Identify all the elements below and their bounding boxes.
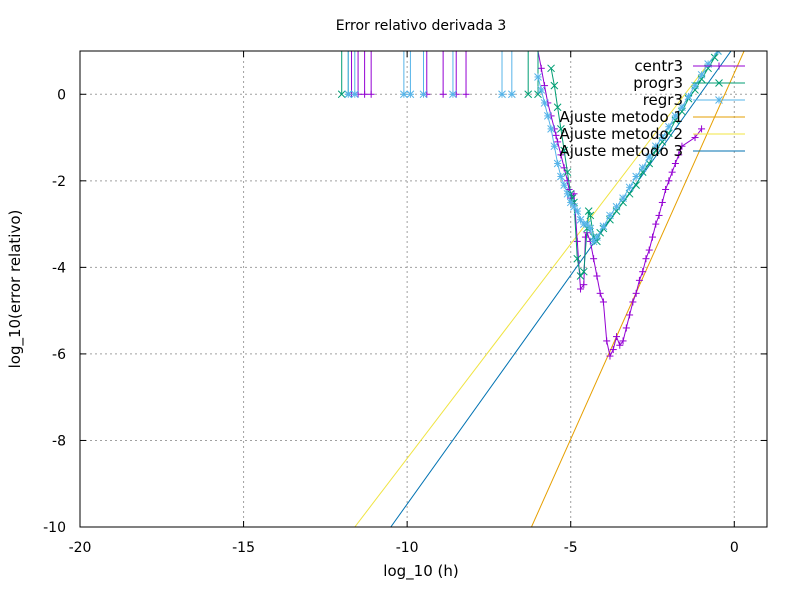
data-point-marker bbox=[550, 142, 559, 151]
data-point-marker bbox=[498, 90, 506, 99]
legend-label: Ajuste metodo 3 bbox=[559, 142, 683, 160]
data-point-marker bbox=[534, 90, 542, 99]
fit-line-3 bbox=[390, 51, 732, 527]
legend-label: Ajuste metodo 2 bbox=[559, 125, 683, 143]
data-point-marker bbox=[507, 90, 516, 99]
data-series bbox=[337, 51, 722, 360]
data-point-marker bbox=[537, 86, 546, 94]
data-point-marker bbox=[599, 222, 608, 231]
data-point-marker bbox=[586, 211, 595, 220]
x-tick-label: -20 bbox=[69, 540, 92, 556]
data-point-marker bbox=[540, 99, 549, 107]
data-point-marker bbox=[584, 207, 593, 215]
x-axis-label: log_10 (h) bbox=[383, 562, 458, 581]
data-point-marker bbox=[625, 183, 634, 192]
data-point-marker bbox=[678, 103, 686, 112]
data-point-marker bbox=[632, 172, 640, 181]
fit-line-1 bbox=[531, 51, 745, 527]
data-point-marker bbox=[665, 129, 673, 138]
data-point-marker bbox=[589, 237, 598, 246]
y-tick-label: -2 bbox=[52, 174, 66, 190]
data-point-marker bbox=[406, 90, 415, 99]
data-point-marker bbox=[557, 172, 565, 181]
data-point-marker bbox=[579, 267, 588, 276]
x-tick-label: -5 bbox=[564, 540, 578, 556]
data-point-marker bbox=[573, 254, 582, 263]
data-point-marker bbox=[583, 220, 591, 228]
data-point-marker bbox=[553, 159, 562, 168]
data-point-marker bbox=[593, 233, 601, 241]
data-point-marker bbox=[625, 189, 634, 198]
data-point-marker bbox=[563, 168, 572, 177]
data-point-marker bbox=[684, 92, 693, 101]
fit-line-2 bbox=[354, 51, 719, 527]
data-point-marker bbox=[665, 122, 673, 131]
x-ticks: -20 -15 -10 -5 0 bbox=[69, 51, 739, 556]
data-point-marker bbox=[573, 207, 582, 215]
data-point-marker bbox=[566, 198, 575, 207]
data-point-marker bbox=[337, 90, 346, 99]
data-point-marker bbox=[710, 53, 719, 62]
data-point-marker bbox=[563, 189, 572, 198]
y-tick-label: -8 bbox=[52, 433, 66, 449]
x-tick-label: -15 bbox=[232, 540, 255, 556]
data-point-marker bbox=[344, 90, 353, 99]
data-point-marker bbox=[717, 51, 722, 55]
data-point-marker bbox=[576, 272, 585, 280]
data-point-marker bbox=[560, 146, 569, 155]
data-point-marker bbox=[715, 79, 723, 87]
data-point-marker bbox=[576, 215, 585, 224]
data-point-marker bbox=[570, 202, 578, 211]
data-point-marker bbox=[715, 96, 723, 104]
data-point-marker bbox=[553, 103, 562, 112]
data-point-marker bbox=[645, 159, 654, 168]
data-point-marker bbox=[612, 202, 621, 211]
series-centr3 bbox=[348, 51, 706, 360]
data-point-marker bbox=[449, 90, 457, 99]
series-line bbox=[537, 51, 702, 358]
data-point-marker bbox=[350, 90, 359, 99]
data-point-marker bbox=[400, 90, 408, 99]
data-point-marker bbox=[419, 90, 428, 99]
data-point-marker bbox=[658, 133, 667, 142]
x-tick-label: -10 bbox=[396, 540, 419, 556]
data-point-marker bbox=[524, 90, 533, 99]
y-tick-label: 0 bbox=[57, 87, 66, 103]
data-point-marker bbox=[651, 142, 660, 151]
x-tick-label: 0 bbox=[730, 540, 739, 556]
data-point-marker bbox=[632, 181, 640, 189]
legend-label: centr3 bbox=[634, 57, 683, 75]
data-point-marker bbox=[560, 181, 569, 189]
legend-label: regr3 bbox=[643, 91, 683, 109]
data-point-marker bbox=[638, 163, 647, 172]
data-point-marker bbox=[645, 153, 654, 161]
data-point-marker bbox=[697, 70, 706, 79]
data-point-marker bbox=[543, 112, 552, 120]
fit-lines bbox=[354, 51, 745, 527]
chart-title: Error relativo derivada 3 bbox=[336, 18, 507, 34]
data-point-marker bbox=[547, 125, 555, 133]
plot-frame bbox=[79, 50, 768, 528]
data-point-marker bbox=[606, 211, 614, 220]
y-tick-label: -10 bbox=[43, 520, 66, 536]
y-tick-label: -4 bbox=[52, 260, 66, 276]
data-point-marker bbox=[557, 125, 565, 133]
y-ticks: -10 -8 -6 -4 -2 0 bbox=[43, 87, 767, 536]
data-point-marker bbox=[671, 112, 680, 120]
data-point-marker bbox=[586, 224, 595, 233]
y-tick-label: -6 bbox=[52, 347, 66, 363]
data-point-marker bbox=[619, 194, 627, 202]
legend-label: Ajuste metodo 1 bbox=[559, 108, 683, 126]
data-point-marker bbox=[534, 73, 542, 81]
y-axis-label: log_10(error relativo) bbox=[6, 210, 25, 369]
data-point-marker bbox=[547, 64, 555, 73]
series-regr3 bbox=[344, 51, 722, 246]
data-point-marker bbox=[550, 81, 559, 90]
legend-label: progr3 bbox=[633, 74, 683, 92]
data-point-marker bbox=[714, 51, 719, 55]
